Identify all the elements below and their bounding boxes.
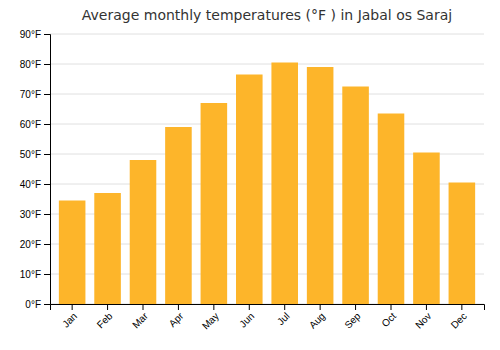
x-tick-label: Sep xyxy=(342,310,363,331)
x-tick-label: Nov xyxy=(413,310,433,330)
x-tick-mark xyxy=(426,304,427,310)
y-tick-label: 10°F xyxy=(20,269,41,280)
y-tick: 0°F xyxy=(25,299,50,310)
x-tick: Dec xyxy=(449,304,469,331)
x-tick: Jan xyxy=(60,304,79,330)
plot: 0°F 10°F 20°F 30°F 40°F 50°F 60°F 70°F 80°F 90°F J… xyxy=(20,29,485,332)
x-tick-label: Jun xyxy=(237,310,256,329)
x-tick-label: Aug xyxy=(307,310,327,330)
x-tick: Apr xyxy=(167,304,186,329)
y-tick: 60°F xyxy=(20,119,50,130)
x-tick-mark xyxy=(284,304,285,310)
y-tick: 80°F xyxy=(20,59,50,70)
y-tick-mark xyxy=(44,124,50,125)
grid-line xyxy=(50,124,484,125)
x-tick-mark xyxy=(461,304,462,310)
y-tick: 40°F xyxy=(20,179,50,190)
x-tick-label: Apr xyxy=(167,310,186,329)
bar xyxy=(236,75,263,305)
x-tick-label: Feb xyxy=(95,310,115,330)
y-tick: 90°F xyxy=(20,29,50,40)
y-tick-label: 70°F xyxy=(20,89,41,100)
x-tick-mark xyxy=(320,304,321,310)
x-tick-mark xyxy=(178,304,179,310)
x-tick: Oct xyxy=(379,304,398,329)
x-tick: Jul xyxy=(275,304,292,327)
x-tick-label: Dec xyxy=(449,310,469,330)
y-tick: 70°F xyxy=(20,89,50,100)
x-tick: Mar xyxy=(130,304,150,330)
bars xyxy=(59,63,475,305)
bar xyxy=(342,87,369,305)
y-tick-label: 40°F xyxy=(20,179,41,190)
x-tick-label: Mar xyxy=(130,310,150,330)
x-tick-mark xyxy=(391,304,392,310)
y-axis: 0°F 10°F 20°F 30°F 40°F 50°F 60°F 70°F 80°F 90°F xyxy=(20,29,51,310)
bar xyxy=(413,153,440,305)
y-tick: 10°F xyxy=(20,269,50,280)
x-tick: Sep xyxy=(342,304,363,331)
y-tick-label: 90°F xyxy=(20,29,41,40)
x-tick: Nov xyxy=(413,304,433,331)
y-tick-label: 20°F xyxy=(20,239,41,250)
y-tick-label: 30°F xyxy=(20,209,41,220)
y-tick-label: 50°F xyxy=(20,149,41,160)
grid xyxy=(50,34,484,304)
y-tick-mark xyxy=(44,214,50,215)
bar xyxy=(94,193,121,304)
x-tick-mark xyxy=(249,304,250,310)
y-tick-mark xyxy=(44,64,50,65)
bar xyxy=(165,127,192,304)
chart: 0°F 10°F 20°F 30°F 40°F 50°F 60°F 70°F 80°F 90°F J… xyxy=(0,0,500,350)
y-tick-mark xyxy=(44,34,50,35)
x-tick-label: May xyxy=(200,310,221,331)
bar xyxy=(59,201,86,305)
bar xyxy=(201,103,228,304)
x-tick-label: Jul xyxy=(275,310,292,327)
y-axis-line xyxy=(44,35,51,305)
bar xyxy=(307,67,334,304)
y-tick-label: 60°F xyxy=(20,119,41,130)
grid-line xyxy=(50,94,484,95)
y-tick: 50°F xyxy=(20,149,50,160)
bar xyxy=(130,160,157,304)
x-tick: Aug xyxy=(307,304,327,331)
x-tick: May xyxy=(200,304,221,332)
x-axis: Jan Feb Mar Apr May Jun Jul Aug Sep Oct Nov Dec xyxy=(51,304,485,332)
y-tick-mark xyxy=(44,274,50,275)
x-tick-mark xyxy=(355,304,356,310)
grid-line xyxy=(50,64,484,65)
x-tick: Jun xyxy=(237,304,256,330)
y-tick-mark xyxy=(44,304,50,305)
y-tick: 20°F xyxy=(20,239,50,250)
x-tick-mark xyxy=(143,304,144,310)
y-tick-mark xyxy=(44,154,50,155)
bar xyxy=(449,183,476,305)
x-tick-label: Jan xyxy=(60,310,79,329)
x-tick-mark xyxy=(107,304,108,310)
x-axis-line xyxy=(51,305,485,311)
x-tick: Feb xyxy=(95,304,115,330)
y-tick-mark xyxy=(44,94,50,95)
grid-line xyxy=(50,34,484,35)
bar xyxy=(378,114,405,305)
bar xyxy=(271,63,298,305)
y-tick-mark xyxy=(44,244,50,245)
title: Average monthly temperatures (°F ) in Ja… xyxy=(82,7,452,23)
y-tick-label: 80°F xyxy=(20,59,41,70)
x-tick-mark xyxy=(213,304,214,310)
y-tick: 30°F xyxy=(20,209,50,220)
x-tick-label: Oct xyxy=(379,310,398,329)
y-tick-mark xyxy=(44,184,50,185)
y-tick-label: 0°F xyxy=(25,299,41,310)
x-tick-mark xyxy=(72,304,73,310)
